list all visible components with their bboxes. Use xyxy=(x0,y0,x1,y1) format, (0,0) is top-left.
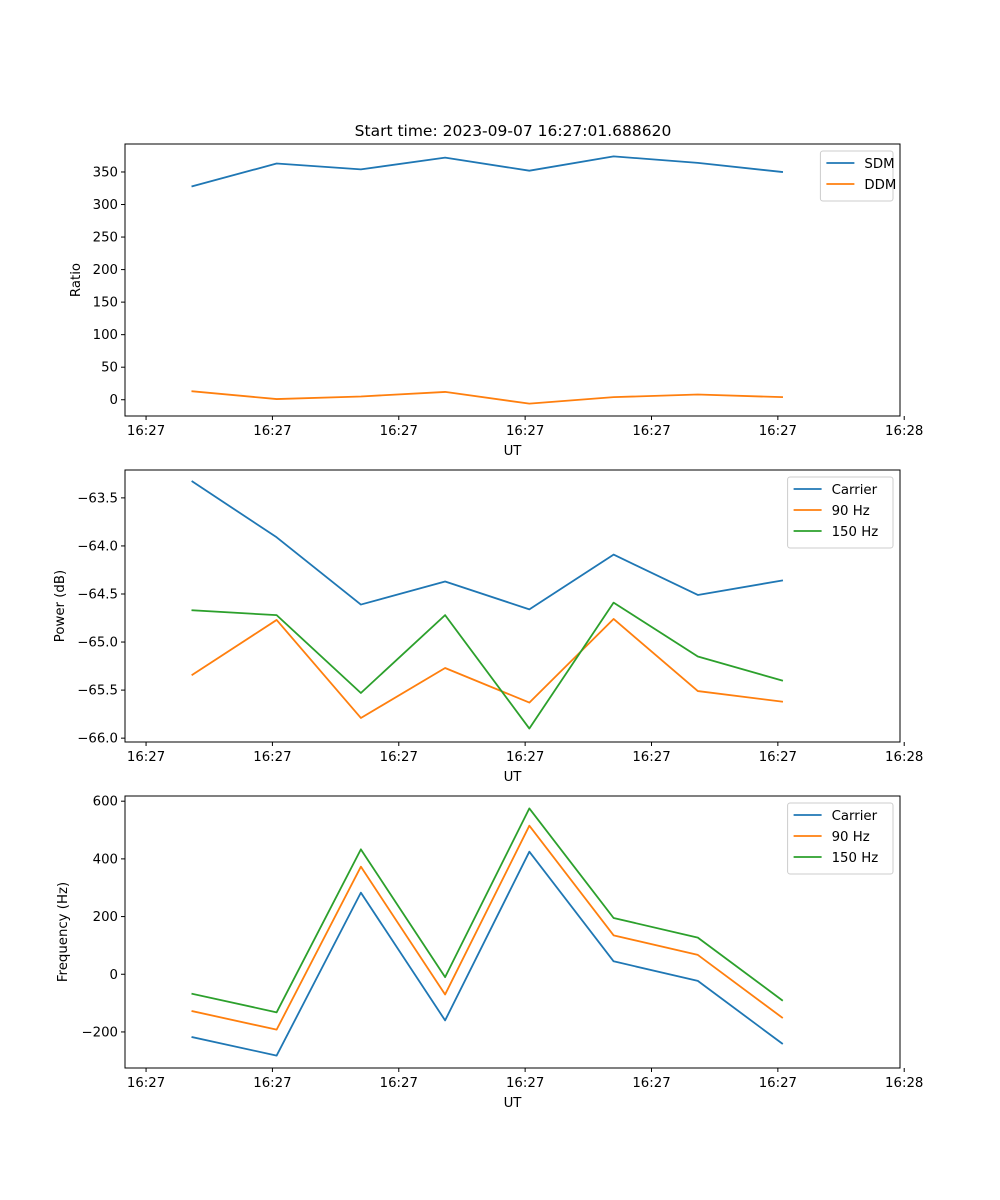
x-axis-label: UT xyxy=(504,1096,523,1111)
legend-entry: 90 Hz xyxy=(832,504,870,519)
legend-entry: SDM xyxy=(864,157,894,172)
y-tick-label: 200 xyxy=(93,263,118,278)
x-tick-label: 16:27 xyxy=(127,1076,165,1091)
x-tick-label: 16:27 xyxy=(380,750,418,765)
y-tick-label: −65.5 xyxy=(77,684,118,699)
series-line-sdm xyxy=(191,155,784,188)
x-tick-label: 16:27 xyxy=(380,424,418,439)
y-tick-label: 600 xyxy=(93,795,118,810)
y-tick-label: −65.0 xyxy=(77,636,118,651)
series-line-90-hz xyxy=(191,618,784,719)
axes-frame xyxy=(124,143,901,417)
x-tick-label: 16:27 xyxy=(632,1076,670,1091)
axes-frame xyxy=(124,469,901,743)
y-tick-label: 200 xyxy=(93,910,118,925)
y-tick-label: 400 xyxy=(93,852,118,867)
y-axis-label: Frequency (Hz) xyxy=(56,882,71,982)
y-axis-label: Power (dB) xyxy=(53,570,68,642)
x-tick-label: 16:27 xyxy=(759,750,797,765)
y-tick-label: 0 xyxy=(110,968,118,983)
x-tick-label: 16:27 xyxy=(253,1076,291,1091)
x-tick-label: 16:27 xyxy=(506,1076,544,1091)
y-tick-label: −64.0 xyxy=(77,539,118,554)
power-panel: 16:27 16:27 16:27 16:27 16:27 16:27 16:28 −66.0… xyxy=(53,469,923,785)
x-tick-label: 16:27 xyxy=(506,750,544,765)
y-tick-label: −64.5 xyxy=(77,587,118,602)
y-tick-label: −200 xyxy=(81,1025,118,1040)
legend: SDM DDM xyxy=(819,150,896,202)
y-tick-label: 350 xyxy=(93,165,118,180)
y-tick-label: 300 xyxy=(93,198,118,213)
x-tick-label: 16:27 xyxy=(632,750,670,765)
x-tick-label: 16:27 xyxy=(380,1076,418,1091)
figure-title: Start time: 2023-09-07 16:27:01.688620 xyxy=(355,122,672,140)
y-tick-label: 100 xyxy=(93,328,118,343)
legend-entry: 150 Hz xyxy=(832,525,879,540)
y-tick-label: −63.5 xyxy=(77,491,118,506)
legend-entry: Carrier xyxy=(832,809,878,824)
legend-entry: 90 Hz xyxy=(832,830,870,845)
x-tick-label: 16:27 xyxy=(506,424,544,439)
x-tick-label: 16:27 xyxy=(127,750,165,765)
legend-entry: 150 Hz xyxy=(832,851,879,866)
x-tick-label: 16:27 xyxy=(632,424,670,439)
series-line-150-hz xyxy=(191,807,784,1014)
legend-entry: Carrier xyxy=(832,483,878,498)
x-axis-label: UT xyxy=(504,444,523,459)
series-line-carrier xyxy=(191,480,784,611)
ratio-panel: 16:27 16:27 16:27 16:27 16:27 16:27 16:28 0 50 10… xyxy=(69,143,923,459)
series-line-150-hz xyxy=(191,601,784,730)
x-tick-label: 16:27 xyxy=(759,1076,797,1091)
y-tick-label: 50 xyxy=(101,361,118,376)
x-tick-label: 16:27 xyxy=(127,424,165,439)
y-tick-label: 250 xyxy=(93,231,118,246)
x-axis-label: UT xyxy=(504,770,523,785)
frequency-panel: 16:27 16:27 16:27 16:27 16:27 16:27 16:28 −200 0… xyxy=(56,795,923,1111)
axes-frame xyxy=(124,795,901,1069)
x-tick-label: 16:28 xyxy=(885,1076,923,1091)
y-tick-label: 0 xyxy=(110,393,118,408)
y-tick-label: 150 xyxy=(93,296,118,311)
x-tick-label: 16:27 xyxy=(253,424,291,439)
x-tick-label: 16:28 xyxy=(885,750,923,765)
series-line-carrier xyxy=(191,850,784,1057)
legend: Carrier 90 Hz 150 Hz xyxy=(787,802,894,875)
x-tick-label: 16:28 xyxy=(885,424,923,439)
legend: Carrier 90 Hz 150 Hz xyxy=(787,476,894,549)
x-tick-label: 16:27 xyxy=(253,750,291,765)
series-line-90-hz xyxy=(191,824,784,1031)
series-line-ddm xyxy=(191,390,783,405)
y-tick-label: −66.0 xyxy=(77,732,118,747)
y-axis-label: Ratio xyxy=(69,263,84,297)
x-tick-label: 16:27 xyxy=(759,424,797,439)
legend-entry: DDM xyxy=(864,178,896,193)
